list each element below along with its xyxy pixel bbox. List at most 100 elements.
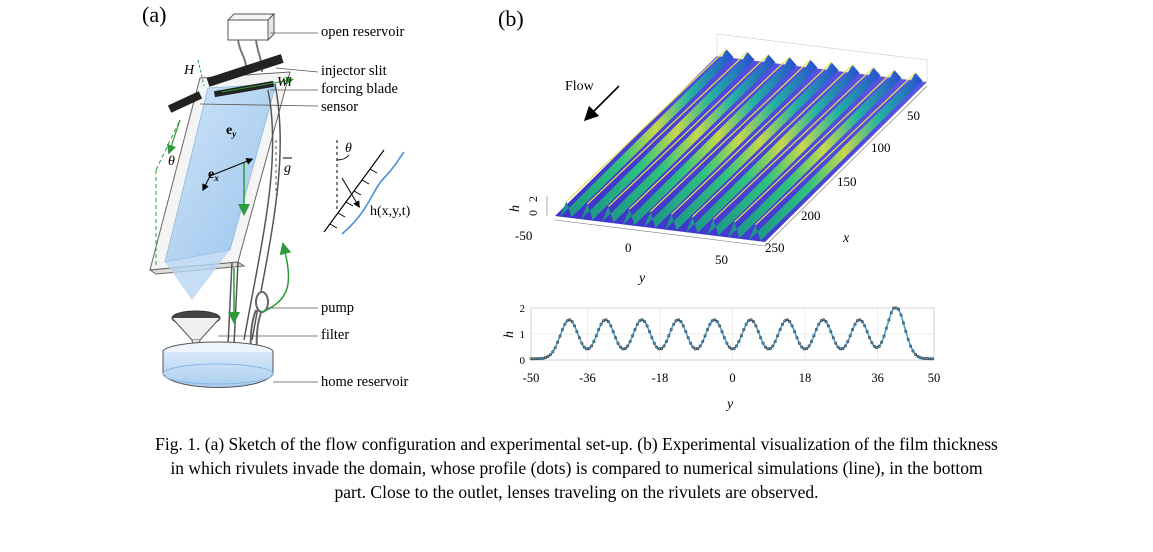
ey-symbol: ey xyxy=(226,123,237,139)
experiment-dot xyxy=(751,320,755,324)
experiment-dot xyxy=(909,344,913,348)
experiment-dot xyxy=(877,344,881,348)
experiment-dot xyxy=(652,341,656,345)
rivulet-crest xyxy=(608,54,769,207)
surface-x-axis xyxy=(764,85,928,247)
experiment-dot xyxy=(633,328,637,332)
experiment-dot xyxy=(565,319,569,323)
experiment-dot xyxy=(543,356,547,360)
experiment-dot xyxy=(710,319,714,323)
callout-home-reservoir: home reservoir xyxy=(321,374,409,390)
experiment-dot xyxy=(805,347,809,351)
profile-ticks: -50 -36 -18 0 18 36 50 0 1 2 xyxy=(520,303,941,385)
surface-y-tick-0: 0 xyxy=(625,240,632,255)
experiment-dot xyxy=(872,344,876,348)
experiment-dot xyxy=(575,330,579,334)
inset-wall-diagram xyxy=(323,140,405,235)
experiment-dot xyxy=(691,345,695,349)
experiment-dot xyxy=(599,322,603,326)
experiment-dot xyxy=(715,320,719,324)
caption-line-3: part. Close to the outlet, lenses travel… xyxy=(334,482,819,502)
x-tick-label: -18 xyxy=(652,371,669,385)
profile-chart: -50 -36 -18 0 18 36 50 0 1 2 h y xyxy=(502,303,941,412)
callout-sensor: sensor xyxy=(321,99,359,115)
experiment-dot xyxy=(635,322,639,326)
figure-caption: Fig. 1. (a) Sketch of the flow configura… xyxy=(0,432,1153,504)
profile-grid xyxy=(530,307,935,361)
experiment-dot xyxy=(911,349,915,353)
surface-x-tick-150: 150 xyxy=(837,174,857,189)
experiment-dot xyxy=(718,324,722,328)
experiment-dot xyxy=(614,336,618,340)
experiment-dot xyxy=(916,354,920,358)
experiment-dot xyxy=(708,322,712,326)
callout-forcing-blade: forcing blade xyxy=(321,81,398,97)
experiment-dot xyxy=(582,345,586,349)
apparatus-sketch: H Wi θ ey ex g θ h(x,y,t) xyxy=(148,12,411,388)
callout-filter: filter xyxy=(321,327,350,343)
experiment-dot xyxy=(882,334,886,338)
experiment-dot xyxy=(863,324,867,328)
experiment-dot xyxy=(679,320,683,324)
rivulet-ridge xyxy=(685,64,860,233)
experiment-dot xyxy=(626,344,630,348)
x-tick-label: -50 xyxy=(523,371,540,385)
experiment-dot xyxy=(660,347,664,351)
home-reservoir xyxy=(162,341,274,388)
experiment-dot xyxy=(645,324,649,328)
experiment-dot xyxy=(619,345,623,349)
experiment-dot xyxy=(650,336,654,340)
experiment-dot xyxy=(875,346,879,350)
experiment-dot xyxy=(674,319,678,323)
experiment-dot xyxy=(735,344,739,348)
surface-x-tick-50: 50 xyxy=(907,108,920,123)
experiment-dot xyxy=(831,336,835,340)
experiment-dot xyxy=(809,339,813,343)
experiment-dot xyxy=(643,320,647,324)
y-tick-label: 1 xyxy=(520,329,526,341)
experiment-dot xyxy=(640,318,644,322)
rivulet-crest xyxy=(629,56,790,210)
experiment-dot xyxy=(739,334,743,338)
experiment-dot xyxy=(696,347,700,351)
rivulet-ridge xyxy=(727,70,902,239)
panel-a-label: (a) xyxy=(142,2,167,27)
experiment-dot xyxy=(846,339,850,343)
experiment-dot xyxy=(778,328,782,332)
experiment-dot xyxy=(623,347,627,351)
experiment-dot xyxy=(747,319,751,323)
experiment-dot xyxy=(602,319,606,323)
surface-plot: Flow h 2 0 -50 0 50 y 50 100 150 200 250… xyxy=(508,33,928,286)
experiment-dot xyxy=(754,324,758,328)
experiment-dot xyxy=(686,336,690,340)
experiment-dot xyxy=(817,322,821,326)
experiment-dot xyxy=(631,334,635,338)
surface-h-tick-2: 2 xyxy=(526,196,540,202)
experiment-dot xyxy=(906,337,910,341)
surface-x-tick-100: 100 xyxy=(871,140,891,155)
experiment-dot xyxy=(771,344,775,348)
experiment-dot xyxy=(785,318,789,322)
experiment-dot xyxy=(548,353,552,357)
experiment-dot xyxy=(826,324,830,328)
experiment-dot xyxy=(551,350,555,354)
rivulets xyxy=(559,48,923,241)
experiment-dot xyxy=(662,344,666,348)
h-symbol: H xyxy=(183,63,195,78)
experiment-dot xyxy=(648,330,652,334)
experiment-dot xyxy=(606,320,610,324)
experiment-dot xyxy=(822,318,826,322)
experiment-dot xyxy=(843,344,847,348)
surface-y-tick-neg50: -50 xyxy=(515,228,532,243)
experiment-dot xyxy=(773,339,777,343)
experiment-dot xyxy=(667,334,671,338)
surface-y-axis xyxy=(554,219,766,247)
theta-symbol: θ xyxy=(168,154,175,169)
experiment-dot xyxy=(860,320,864,324)
experiment-dot xyxy=(684,330,688,334)
rivulet-ridge xyxy=(622,57,797,226)
experiment-dot xyxy=(904,329,908,333)
callout-pump: pump xyxy=(321,300,355,316)
ex-symbol: ex xyxy=(208,167,219,183)
x-tick-label: 18 xyxy=(799,371,812,385)
